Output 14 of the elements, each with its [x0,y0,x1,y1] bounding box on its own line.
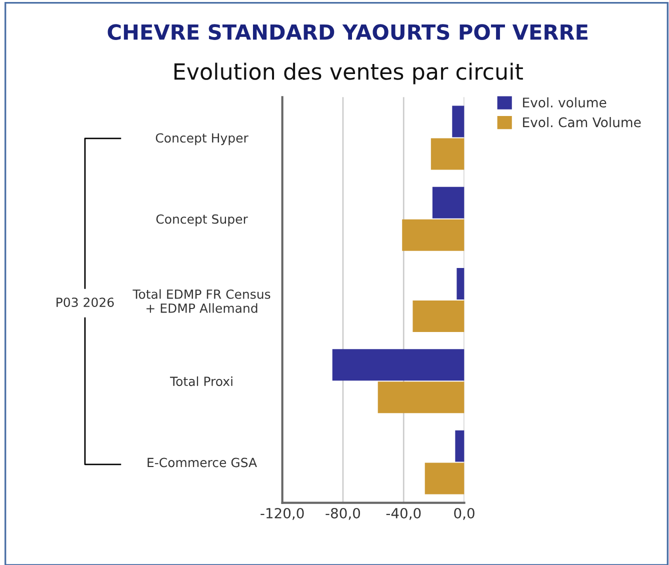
y-tick-label: Concept Super [156,214,248,226]
x-tick-label: 0,0 [454,508,474,520]
y-tick-label: Total EDMP FR Census + EDMP Allemand [132,289,270,313]
legend-label: Evol. Cam Volume [523,117,641,128]
chart-title: CHEVRE STANDARD YAOURTS POT VERRE [108,24,588,40]
x-tick-label: -120,0 [260,508,304,520]
chart-subtitle: Evolution des ventes par circuit [174,62,523,84]
legend-label: Evol. volume [523,97,606,108]
x-tick-label: -80,0 [326,508,360,520]
y-tick-label: E-Commerce GSA [148,458,257,468]
y-tick-label: Concept Hyper [156,133,248,146]
y-tick-label: Total Proxi [170,376,232,386]
x-tick-label: -40,0 [386,508,421,520]
text: P03 2026 [56,298,114,308]
